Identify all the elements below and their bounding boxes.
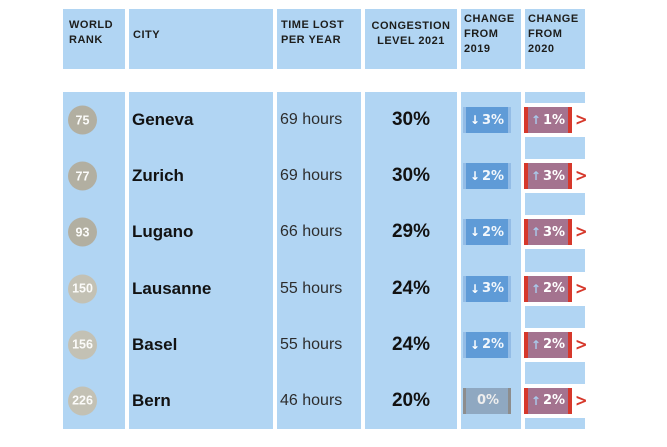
change-2019-badge: ↓ 2% [463, 331, 511, 358]
change-2020-badge: ↑ 3% [524, 219, 572, 246]
column-band-world-rank [63, 92, 125, 429]
rank-badge: 75 [68, 105, 97, 135]
time-lost-value: 46 hours [280, 391, 343, 409]
column-band-congestion [365, 92, 457, 429]
change-2020-value: 2% [542, 393, 566, 409]
up-arrow-icon: ↑ [530, 169, 541, 184]
rank-number: 156 [72, 337, 93, 352]
time-lost-value: 69 hours [280, 111, 343, 129]
table-row: 156 Basel 55 hours 24% ↓ 2% ↑ 2% > [63, 317, 593, 373]
change-2020-badge: ↑ 2% [524, 275, 572, 302]
rank-number: 77 [75, 169, 90, 184]
change-2020-badge: ↑ 3% [524, 163, 572, 190]
up-arrow-icon: ↑ [530, 281, 541, 296]
change-2020-value: 1% [542, 112, 566, 128]
header-city: CITY [129, 9, 273, 69]
column-band-time-lost [277, 92, 361, 429]
down-arrow-icon: ↓ [469, 337, 480, 352]
time-lost-value: 66 hours [280, 223, 343, 241]
chevron-right-icon[interactable]: > [575, 165, 588, 187]
time-lost-value: 55 hours [280, 335, 343, 353]
city-name: Lausanne [132, 278, 212, 298]
change-2020-badge: ↑ 2% [524, 387, 572, 414]
column-band-change-2019 [461, 92, 521, 429]
chevron-right-icon[interactable]: > [575, 221, 588, 243]
congestion-value: 30% [391, 109, 431, 131]
change-2020-badge: ↑ 1% [524, 107, 572, 134]
down-arrow-icon: ↓ [469, 169, 480, 184]
rank-badge: 150 [68, 274, 97, 304]
change-2019-badge: 0% [463, 387, 511, 414]
column-band-city [129, 92, 273, 429]
down-arrow-icon: ↓ [469, 113, 480, 128]
column-band-change-2020 [525, 92, 585, 429]
city-name: Zurich [132, 166, 184, 186]
congestion-value: 20% [391, 389, 431, 411]
change-2019-badge: ↓ 2% [463, 163, 511, 190]
change-2019-badge: ↓ 3% [463, 275, 511, 302]
congestion-value: 24% [391, 333, 431, 355]
congestion-value: 30% [391, 165, 431, 187]
change-2019-value: 0% [476, 393, 500, 409]
rank-number: 75 [75, 113, 90, 128]
change-2020-value: 3% [542, 168, 566, 184]
up-arrow-icon: ↑ [530, 337, 541, 352]
change-2020-value: 2% [542, 281, 566, 297]
time-lost-value: 69 hours [280, 167, 343, 185]
congestion-value: 29% [391, 221, 431, 243]
rank-badge: 77 [68, 161, 97, 191]
down-arrow-icon: ↓ [469, 281, 480, 296]
congestion-value: 24% [391, 277, 431, 299]
change-2019-badge: ↓ 3% [463, 107, 511, 134]
city-name: Lugano [132, 222, 194, 242]
change-2019-badge: ↓ 2% [463, 219, 511, 246]
chevron-right-icon[interactable]: > [575, 333, 588, 355]
up-arrow-icon: ↑ [530, 113, 541, 128]
header-congestion-level: CONGESTION LEVEL 2021 [365, 9, 457, 69]
chevron-right-icon[interactable]: > [575, 109, 588, 130]
header-change-2020: CHANGE FROM 2020 [525, 9, 585, 69]
congestion-table: WORLD RANK CITY TIME LOST PER YEAR CONGE… [63, 9, 593, 429]
chevron-right-icon[interactable]: > [575, 390, 588, 411]
city-name: Basel [132, 334, 178, 354]
rank-number: 93 [75, 225, 90, 240]
city-name: Geneva [132, 110, 194, 130]
table-row: 77 Zurich 69 hours 30% ↓ 2% ↑ 3% > [63, 148, 593, 204]
up-arrow-icon: ↑ [530, 393, 541, 408]
table-body: 75 Geneva 69 hours 30% ↓ 3% ↑ 1% > 77 Zu… [63, 92, 593, 429]
table-row: 150 Lausanne 55 hours 24% ↓ 3% ↑ 2% > [63, 261, 593, 317]
change-2019-value: 3% [481, 281, 505, 297]
down-arrow-icon: ↓ [469, 225, 480, 240]
change-2019-value: 2% [481, 337, 505, 353]
table-row: 75 Geneva 69 hours 30% ↓ 3% ↑ 1% > [63, 92, 593, 148]
change-2020-badge: ↑ 2% [524, 331, 572, 358]
rank-number: 150 [72, 281, 93, 296]
change-2020-value: 2% [542, 337, 566, 353]
rank-badge: 156 [68, 330, 97, 360]
rank-number: 226 [72, 393, 93, 408]
header-change-2019: CHANGE FROM 2019 [461, 9, 521, 69]
table-row: 93 Lugano 66 hours 29% ↓ 2% ↑ 3% > [63, 204, 593, 260]
change-2020-value: 3% [542, 224, 566, 240]
rank-badge: 226 [68, 386, 97, 416]
table-row: 226 Bern 46 hours 20% 0% ↑ 2% > [63, 373, 593, 429]
chevron-right-icon[interactable]: > [575, 277, 588, 299]
up-arrow-icon: ↑ [530, 225, 541, 240]
time-lost-value: 55 hours [280, 279, 343, 297]
change-2019-value: 3% [481, 112, 505, 128]
city-name: Bern [132, 390, 171, 410]
rank-badge: 93 [68, 217, 97, 247]
change-2019-value: 2% [481, 168, 505, 184]
header-world-rank: WORLD RANK [63, 9, 125, 69]
header-time-lost: TIME LOST PER YEAR [277, 9, 361, 69]
change-2019-value: 2% [481, 224, 505, 240]
